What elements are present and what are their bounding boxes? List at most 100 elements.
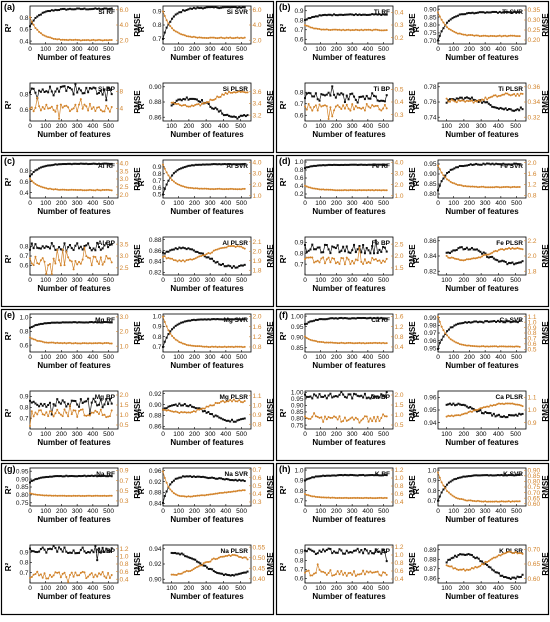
rmse-series-point [484, 35, 486, 37]
r2-series-point [446, 561, 448, 563]
rmse-series-point [358, 422, 360, 424]
r2-series-point [486, 163, 488, 165]
r2-series-point [224, 318, 226, 320]
rmse-series-point [198, 103, 200, 105]
right-tick-label: 0.5 [120, 488, 129, 495]
rmse-series-point [511, 186, 513, 188]
r2-series-point [44, 549, 46, 551]
r2-series-point [441, 180, 443, 182]
right-tick-label: 0.8 [395, 483, 404, 490]
r2-series-point [508, 474, 510, 476]
rmse-series-point [89, 257, 91, 259]
rmse-series-point [204, 102, 206, 104]
rmse-series-point [203, 102, 205, 104]
r2-series-point [355, 393, 357, 395]
r2-series-point [180, 11, 182, 13]
rmse-series-point [233, 188, 235, 190]
r2-series-point [111, 8, 113, 10]
x-tick-label: 0 [28, 585, 32, 592]
rmse-series-point [384, 104, 386, 106]
r2-series-point [191, 248, 193, 250]
rmse-series-point [164, 321, 166, 323]
rmse-series-point [180, 185, 182, 187]
r2-series-point [515, 163, 517, 165]
rmse-series-point [56, 409, 58, 411]
r2-series-point [328, 475, 330, 477]
r2-series-point [495, 163, 497, 165]
r2-series-point [333, 94, 335, 96]
r2-series-point [29, 249, 31, 251]
rmse-series-point [240, 401, 242, 403]
r2-series-point [368, 249, 370, 251]
rmse-series-point [197, 187, 199, 189]
r2-series-point [56, 164, 58, 166]
x-tick-label: 100 [40, 585, 51, 592]
rmse-series-point [340, 189, 342, 191]
rmse-series-point [227, 245, 229, 247]
r2-series-point [309, 477, 311, 479]
rmse-series-point [107, 258, 109, 260]
r2-series-point [29, 481, 31, 483]
rmse-series-point [515, 345, 517, 347]
r2-series-point [315, 92, 317, 94]
r2-series-point [368, 397, 370, 399]
rmse-series-point [482, 345, 484, 347]
r2-series-point [54, 249, 56, 251]
rmse-series-point [98, 189, 100, 191]
r2-series-point [368, 552, 370, 554]
r2-series-point [337, 164, 339, 166]
r2-series-point [96, 93, 98, 95]
rmse-series-point [83, 414, 85, 416]
rmse-series-point [479, 186, 481, 188]
r2-series-point [486, 11, 488, 13]
r2-series-point [78, 552, 80, 554]
rmse-series-point [386, 258, 388, 260]
rmse-series-point [216, 248, 218, 250]
rmse-series-point [342, 104, 344, 106]
x-tick-label: 300 [347, 200, 358, 207]
rmse-series-point [483, 254, 485, 256]
x-tick-label: 500 [235, 123, 246, 130]
r2-series-point [67, 86, 69, 88]
rmse-series-point [360, 342, 362, 344]
rmse-series-point [164, 409, 166, 411]
rmse-series-point [224, 37, 226, 39]
rmse-series-point [34, 339, 36, 341]
rmse-series-point [519, 35, 521, 37]
rmse-series-point [499, 501, 501, 503]
r2-series-point [191, 476, 193, 478]
r2-series-point [198, 164, 200, 166]
left-tick-label: 0.7 [152, 36, 161, 43]
r2-series-point [366, 247, 368, 249]
r2-series-point [459, 14, 461, 16]
r2-series-point [175, 171, 177, 173]
r2-series-point [62, 551, 64, 553]
rmse-series-point [373, 259, 375, 261]
r2-series-point [202, 410, 204, 412]
r2-series-point [493, 474, 495, 476]
r2-series-point [371, 394, 373, 396]
rmse-series-point [331, 575, 333, 577]
rmse-series-point [29, 178, 31, 180]
x-tick-label: 100 [315, 508, 326, 515]
r2-series-point [220, 163, 222, 165]
r2-series-point [342, 14, 344, 16]
rmse-series-point [315, 572, 317, 574]
rmse-series-point [513, 403, 515, 405]
rmse-series-point [488, 406, 490, 408]
rmse-series-point [484, 97, 486, 99]
rmse-series-point [83, 104, 85, 106]
r2-series-point [94, 401, 96, 403]
r2-series-point [171, 481, 173, 483]
left-tick-label: 0.9 [294, 8, 303, 15]
r2-series-point [102, 321, 104, 323]
rmse-series-point [364, 110, 366, 112]
rmse-series-point [83, 495, 85, 497]
rmse-series-point [109, 111, 111, 113]
rmse-series-point [177, 31, 179, 33]
rmse-series-point [362, 497, 364, 499]
r2-series-point [313, 476, 315, 478]
rmse-series-point [51, 495, 53, 497]
rmse-series-point [216, 188, 218, 190]
